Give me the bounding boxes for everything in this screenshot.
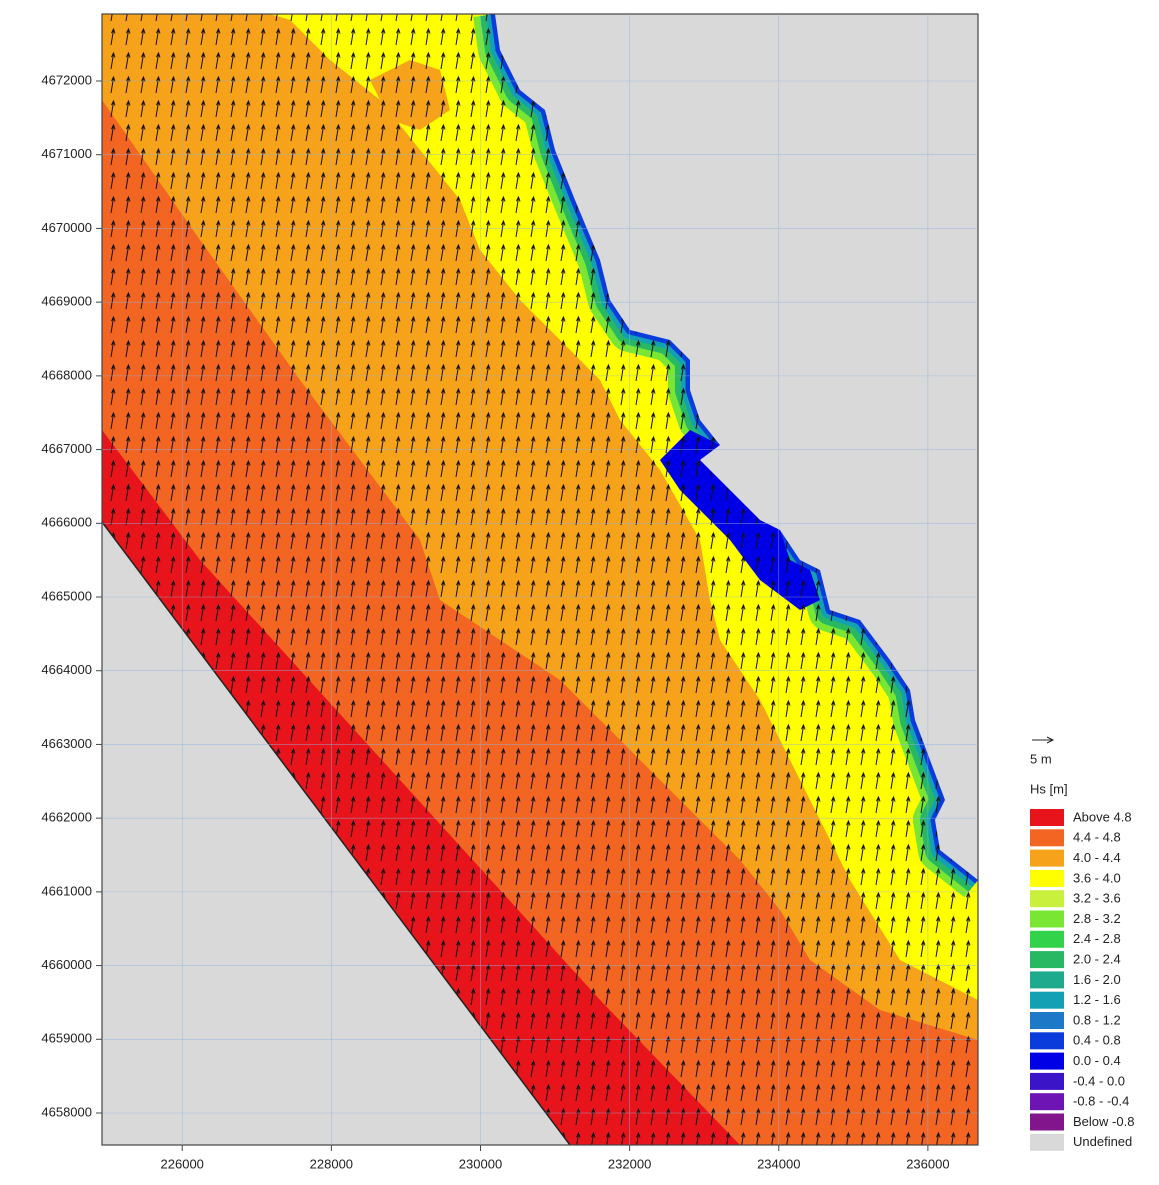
y-tick-label: 4664000 (41, 662, 92, 677)
legend-label: -0.4 - 0.0 (1073, 1073, 1125, 1088)
legend-swatch (1030, 1133, 1064, 1151)
contour-layers (102, 14, 978, 1145)
legend-title: Hs [m] (1030, 781, 1068, 796)
y-tick-label: 4671000 (41, 146, 92, 161)
legend-swatch (1030, 910, 1064, 928)
arrow-scale-label: 5 m (1030, 751, 1052, 766)
x-tick-label: 236000 (906, 1156, 949, 1171)
legend-label: 4.4 - 4.8 (1073, 830, 1121, 845)
x-tick-label: 230000 (459, 1156, 502, 1171)
legend-label: 0.8 - 1.2 (1073, 1012, 1121, 1027)
legend-swatch (1030, 869, 1064, 887)
legend-label: 2.8 - 3.2 (1073, 911, 1121, 926)
y-tick-label: 4668000 (41, 367, 92, 382)
legend-label: 2.4 - 2.8 (1073, 931, 1121, 946)
legend-swatch (1030, 1012, 1064, 1029)
legend-label: 4.0 - 4.4 (1073, 850, 1121, 865)
y-tick-label: 4665000 (41, 588, 92, 603)
legend-swatch (1030, 1093, 1064, 1111)
y-tick-label: 4663000 (41, 736, 92, 751)
x-tick-label: 226000 (161, 1156, 204, 1171)
legend-label: 0.0 - 0.4 (1073, 1053, 1121, 1068)
y-tick-label: 4659000 (41, 1031, 92, 1046)
legend-label: 3.2 - 3.6 (1073, 891, 1121, 906)
legend-swatch (1030, 849, 1064, 867)
wave-arrows (102, 14, 978, 1145)
legend-label: Above 4.8 (1073, 809, 1132, 824)
legend-label: 0.4 - 0.8 (1073, 1033, 1121, 1048)
legend-swatch (1030, 890, 1064, 908)
x-tick-label: 232000 (608, 1156, 651, 1171)
legend-label: Below -0.8 (1073, 1114, 1134, 1129)
legend-label: -0.8 - -0.4 (1073, 1094, 1129, 1109)
offshore-boundary (102, 521, 571, 1145)
y-tick-label: 4667000 (41, 441, 92, 456)
x-tick-label: 228000 (310, 1156, 353, 1171)
y-tick-label: 4672000 (41, 72, 92, 87)
land (495, 14, 978, 880)
legend-swatch (1030, 971, 1064, 989)
legend-swatch (1030, 1113, 1064, 1131)
legend-swatch (1030, 930, 1064, 948)
legend-swatch (1030, 1072, 1064, 1090)
legend-label: Undefined (1073, 1134, 1132, 1149)
y-tick-label: 4670000 (41, 220, 92, 235)
legend-swatch (1030, 809, 1064, 826)
legend-swatch (1030, 1032, 1064, 1050)
arrow-scale-head (1046, 736, 1055, 744)
legend-swatch (1030, 829, 1064, 847)
legend-label: 1.2 - 1.6 (1073, 992, 1121, 1007)
y-tick-label: 4658000 (41, 1104, 92, 1119)
x-tick-label: 234000 (757, 1156, 800, 1171)
legend-swatch (1030, 1052, 1064, 1070)
plot-frame (101, 13, 979, 1146)
legend-label: 2.0 - 2.4 (1073, 952, 1121, 967)
legend-label: 1.6 - 2.0 (1073, 972, 1121, 987)
legend-label: 3.6 - 4.0 (1073, 870, 1121, 885)
y-tick-label: 4660000 (41, 957, 92, 972)
y-tick-label: 4662000 (41, 810, 92, 825)
legend-swatch (1030, 991, 1064, 1009)
y-tick-label: 4661000 (41, 883, 92, 898)
legend-swatch (1030, 951, 1064, 969)
y-tick-label: 4669000 (41, 294, 92, 309)
y-tick-label: 4666000 (41, 515, 92, 530)
